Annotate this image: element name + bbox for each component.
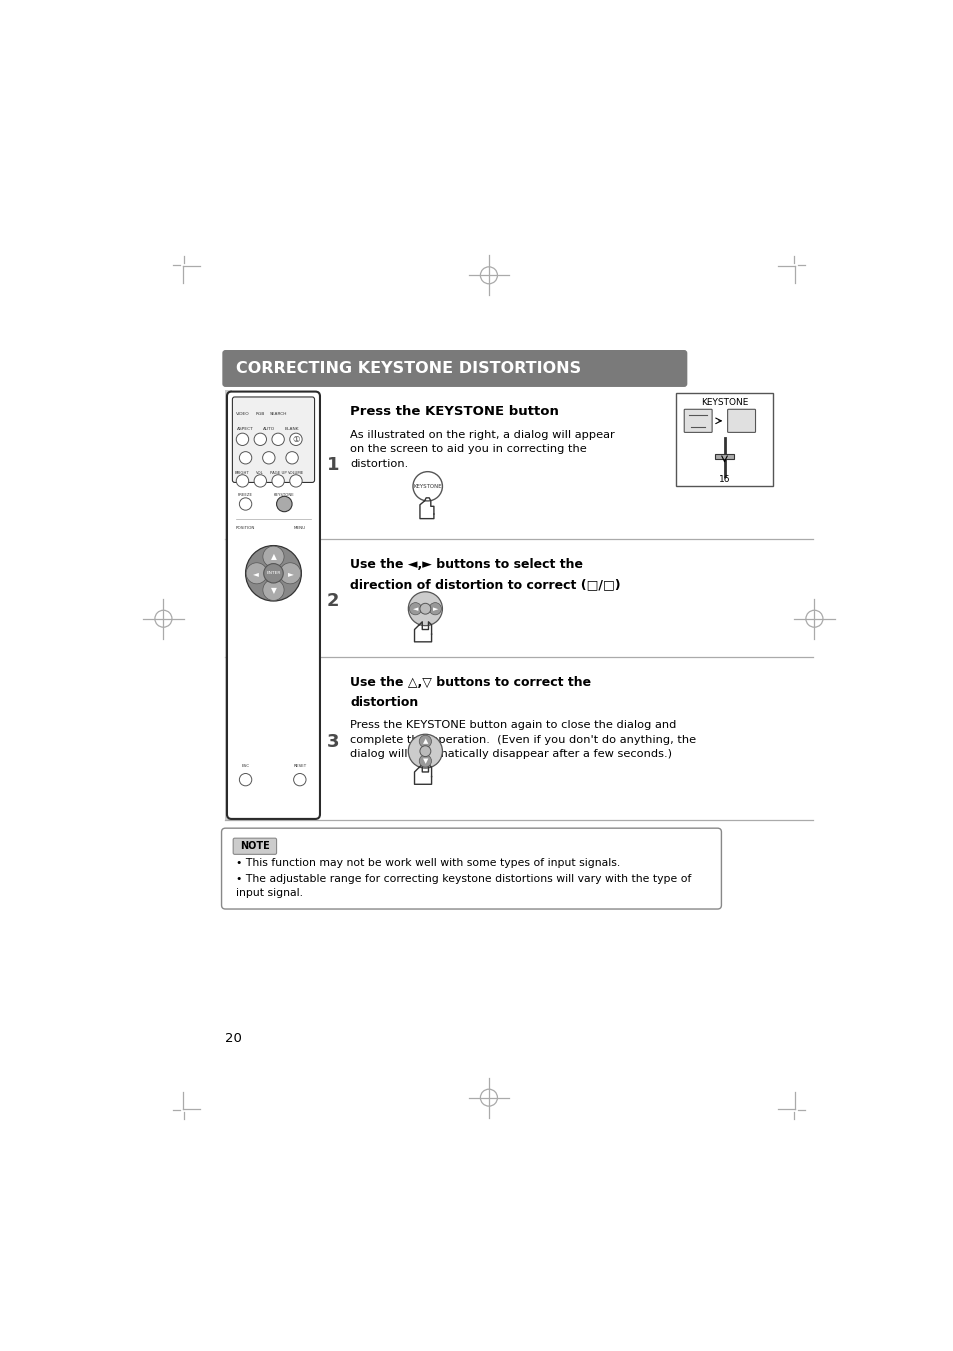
Circle shape xyxy=(409,603,421,615)
Text: ►: ► xyxy=(432,605,437,612)
Circle shape xyxy=(272,434,284,446)
Circle shape xyxy=(418,735,431,747)
Text: Use the △,▽ buttons to correct the: Use the △,▽ buttons to correct the xyxy=(350,676,591,689)
Text: KEYSTONE: KEYSTONE xyxy=(413,484,441,489)
Text: ▲: ▲ xyxy=(422,739,428,744)
Circle shape xyxy=(272,474,284,488)
Text: distortion: distortion xyxy=(350,696,418,709)
Circle shape xyxy=(253,474,266,488)
Text: direction of distortion to correct (□/□): direction of distortion to correct (□/□) xyxy=(350,578,620,590)
Text: Press the KEYSTONE button again to close the dialog and
complete this operation.: Press the KEYSTONE button again to close… xyxy=(350,720,696,759)
Text: SEARCH: SEARCH xyxy=(269,412,287,416)
Circle shape xyxy=(245,546,301,601)
Circle shape xyxy=(279,563,300,584)
Text: ①: ① xyxy=(292,435,299,444)
Text: RGB: RGB xyxy=(255,412,265,416)
Circle shape xyxy=(290,434,302,446)
Circle shape xyxy=(239,451,252,463)
Text: As illustrated on the right, a dialog will appear
on the screen to aid you in co: As illustrated on the right, a dialog wi… xyxy=(350,430,615,469)
Text: ►: ► xyxy=(288,569,294,578)
Text: BRIGHT: BRIGHT xyxy=(234,471,250,476)
FancyBboxPatch shape xyxy=(727,409,755,432)
Text: MENU: MENU xyxy=(294,526,306,530)
Text: AUTO: AUTO xyxy=(262,427,274,431)
Text: 3: 3 xyxy=(327,734,339,751)
Text: NOTE: NOTE xyxy=(240,842,270,851)
Text: VOL: VOL xyxy=(256,471,264,476)
Text: ▼: ▼ xyxy=(271,586,276,594)
FancyBboxPatch shape xyxy=(233,397,314,482)
Circle shape xyxy=(278,497,291,511)
Text: KEYSTONE: KEYSTONE xyxy=(274,493,294,497)
Text: PAGE UP: PAGE UP xyxy=(270,471,286,476)
Text: 2: 2 xyxy=(327,592,339,611)
Text: KEYSTONE: KEYSTONE xyxy=(700,397,747,407)
Text: Use the ◄,► buttons to select the: Use the ◄,► buttons to select the xyxy=(350,558,582,571)
Text: ESC: ESC xyxy=(241,765,250,769)
FancyBboxPatch shape xyxy=(222,350,686,386)
Text: 16: 16 xyxy=(718,474,729,484)
Text: BLANK: BLANK xyxy=(285,427,299,431)
FancyBboxPatch shape xyxy=(221,828,720,909)
FancyBboxPatch shape xyxy=(683,409,711,432)
Circle shape xyxy=(246,563,267,584)
Circle shape xyxy=(290,474,302,488)
Text: VIDEO: VIDEO xyxy=(235,412,249,416)
Text: POSITION: POSITION xyxy=(235,526,255,530)
Text: ▼: ▼ xyxy=(422,758,428,765)
Text: 20: 20 xyxy=(225,1032,242,1046)
Text: • This function may not be work well with some types of input signals.: • This function may not be work well wit… xyxy=(236,858,619,869)
Circle shape xyxy=(418,755,431,767)
Text: RESET: RESET xyxy=(293,765,306,769)
Circle shape xyxy=(239,497,252,511)
Circle shape xyxy=(408,734,442,769)
Bar xyxy=(225,390,232,820)
FancyBboxPatch shape xyxy=(233,838,276,854)
Bar xyxy=(715,454,733,458)
Circle shape xyxy=(419,746,431,757)
Circle shape xyxy=(239,774,252,786)
Circle shape xyxy=(236,434,249,446)
Circle shape xyxy=(253,434,266,446)
Circle shape xyxy=(294,774,306,786)
Circle shape xyxy=(408,592,442,626)
Text: ENTER: ENTER xyxy=(266,571,280,576)
Text: ▲: ▲ xyxy=(271,551,276,561)
Text: FREEZE: FREEZE xyxy=(238,493,253,497)
Circle shape xyxy=(413,471,442,501)
Text: 1: 1 xyxy=(327,455,339,474)
FancyBboxPatch shape xyxy=(227,392,319,819)
Circle shape xyxy=(419,604,431,615)
Text: Press the KEYSTONE button: Press the KEYSTONE button xyxy=(350,405,558,419)
Circle shape xyxy=(429,603,441,615)
Circle shape xyxy=(263,580,284,600)
Text: CORRECTING KEYSTONE DISTORTIONS: CORRECTING KEYSTONE DISTORTIONS xyxy=(236,361,580,376)
Circle shape xyxy=(262,451,274,463)
Circle shape xyxy=(236,474,249,488)
Text: • The adjustable range for correcting keystone distortions will vary with the ty: • The adjustable range for correcting ke… xyxy=(236,874,691,897)
Text: ◄: ◄ xyxy=(413,605,417,612)
Circle shape xyxy=(263,563,283,584)
Circle shape xyxy=(263,546,284,567)
Bar xyxy=(675,393,773,485)
Circle shape xyxy=(276,496,292,512)
Text: ASPECT: ASPECT xyxy=(237,427,253,431)
Circle shape xyxy=(286,451,298,463)
Text: VOLUME: VOLUME xyxy=(288,471,304,476)
Text: ◄: ◄ xyxy=(253,569,259,578)
